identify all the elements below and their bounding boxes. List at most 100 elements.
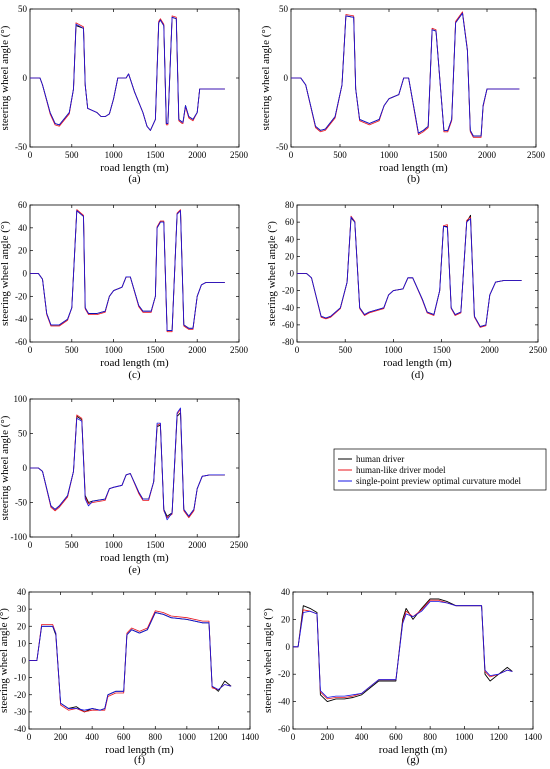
x-tick-label-c: 1000: [105, 345, 124, 355]
y-tick-label-d: 40: [285, 234, 295, 244]
x-tick-label-e: 1500: [146, 540, 165, 550]
x-axis-label-g: road length (m): [379, 744, 448, 756]
plot-area-e: [29, 398, 240, 538]
x-tick-label-d: 2000: [481, 345, 500, 355]
x-tick-label-d: 2500: [529, 345, 548, 355]
panel-f: 0 200 400 600 800 1000 1200 1400 -40 -30 -20 -10 0 10…: [0, 587, 260, 766]
y-axis-label-f: steering wheel angle (°): [0, 608, 10, 713]
y-tick-label-c: -60: [15, 337, 27, 347]
y-tick-label-g: 40: [281, 587, 291, 597]
y-tick-label-c: -20: [15, 291, 27, 301]
x-tick-label-d: 500: [338, 345, 352, 355]
series-line-optimal-curvature-model-b: [291, 12, 520, 137]
x-tick-label-g: 1200: [490, 732, 509, 742]
series-group-e: [30, 407, 225, 521]
panel-caption-f: (f): [134, 754, 145, 766]
x-axis-label-d: road length (m): [383, 357, 452, 369]
y-tick-label-e: 0: [23, 463, 28, 473]
legend-box: [333, 448, 547, 491]
x-tick-label-c: 500: [65, 345, 79, 355]
series-group-c: [30, 209, 225, 333]
x-tick-label-g: 600: [389, 732, 403, 742]
series-group-g: [293, 598, 513, 703]
x-tick-label-g: 1400: [524, 732, 543, 742]
plot-area-a: [29, 8, 240, 148]
y-axis-label-c: steering wheel angle (°): [0, 221, 11, 326]
series-line-optimal-curvature-model-g: [293, 601, 513, 698]
y-tick-label-f: 40: [17, 587, 27, 597]
x-axis-label-b: road length (m): [379, 162, 448, 174]
y-tick-label-a: -50: [15, 142, 27, 152]
y-tick-label-d: -20: [282, 286, 294, 296]
y-tick-label-e: -100: [11, 532, 28, 542]
x-tick-label-b: 0: [289, 150, 294, 160]
x-tick-label-a: 2000: [188, 150, 207, 160]
y-tick-label-e: 100: [14, 394, 28, 404]
legend-label-human-like-model: human-like driver model: [356, 465, 446, 475]
y-tick-label-a: 0: [23, 73, 28, 83]
y-axis-label-b: steering wheel angle (°): [260, 25, 272, 130]
y-tick-label-d: 20: [285, 251, 295, 261]
panel-e: 0 500 1000 1500 2000 2500 -100 -50 0 50 100 road le…: [0, 394, 249, 576]
x-tick-label-e: 0: [28, 540, 33, 550]
plot-area-f: [28, 591, 251, 730]
x-tick-label-b: 2500: [527, 150, 546, 160]
y-tick-label-d: 0: [290, 269, 295, 279]
x-tick-label-b: 500: [333, 150, 347, 160]
y-axis-label-a: steering wheel angle (°): [0, 25, 11, 130]
y-axis-label-d: steering wheel angle (°): [266, 221, 278, 326]
panel-caption-c: (c): [128, 369, 141, 381]
y-tick-label-d: -40: [282, 303, 294, 313]
y-tick-label-d: -80: [282, 337, 294, 347]
plot-area-g: [292, 591, 534, 730]
legend: human driver human-like driver model sin…: [333, 448, 547, 491]
y-tick-label-f: 30: [17, 604, 27, 614]
y-tick-label-g: -20: [278, 669, 290, 679]
y-tick-label-f: 20: [17, 621, 27, 631]
y-axis-label-g: steering wheel angle (°): [262, 608, 274, 713]
series-group-d: [297, 214, 522, 328]
legend-label-human-driver: human driver: [356, 454, 404, 464]
x-tick-label-a: 0: [28, 150, 33, 160]
x-axis-label-e: road length (m): [100, 552, 169, 564]
x-tick-label-a: 1000: [105, 150, 124, 160]
y-tick-label-f: 10: [17, 638, 27, 648]
y-tick-label-d: -60: [282, 320, 294, 330]
panel-caption-e: (e): [128, 564, 141, 576]
y-tick-label-d: 80: [285, 200, 295, 210]
x-tick-label-e: 1000: [105, 540, 124, 550]
series-group-a: [30, 15, 225, 131]
x-tick-label-f: 1000: [178, 732, 197, 742]
x-tick-label-g: 0: [291, 732, 296, 742]
y-tick-label-e: -50: [15, 498, 27, 508]
y-tick-label-b: -50: [276, 142, 288, 152]
x-tick-label-g: 400: [355, 732, 369, 742]
x-tick-label-d: 1500: [433, 345, 452, 355]
series-line-optimal-curvature-model-d: [297, 216, 522, 328]
y-tick-label-d: 60: [285, 217, 295, 227]
x-tick-label-f: 0: [27, 732, 32, 742]
y-tick-label-c: 60: [18, 200, 28, 210]
x-tick-label-c: 2000: [188, 345, 207, 355]
y-tick-label-b: 50: [279, 4, 289, 14]
x-tick-label-g: 200: [321, 732, 335, 742]
x-tick-label-b: 1000: [380, 150, 399, 160]
x-tick-label-c: 1500: [146, 345, 165, 355]
x-tick-label-c: 0: [28, 345, 33, 355]
series-line-optimal-curvature-model-c: [30, 210, 225, 332]
plot-area-d: [296, 204, 539, 343]
x-tick-label-f: 1200: [209, 732, 228, 742]
y-tick-label-b: 0: [284, 73, 289, 83]
y-tick-label-f: -30: [14, 707, 26, 717]
y-tick-label-f: -20: [14, 690, 26, 700]
plot-area-c: [29, 204, 240, 343]
x-tick-label-a: 1500: [146, 150, 165, 160]
x-tick-label-b: 1500: [429, 150, 448, 160]
panel-caption-g: (g): [407, 754, 420, 766]
series-line-optimal-curvature-model-e: [30, 407, 225, 521]
plot-area-b: [290, 8, 537, 148]
y-axis-label-e: steering wheel angle (°): [0, 415, 11, 520]
y-tick-label-g: 20: [281, 614, 291, 624]
y-tick-label-f: -40: [14, 724, 26, 734]
x-tick-label-f: 200: [54, 732, 68, 742]
